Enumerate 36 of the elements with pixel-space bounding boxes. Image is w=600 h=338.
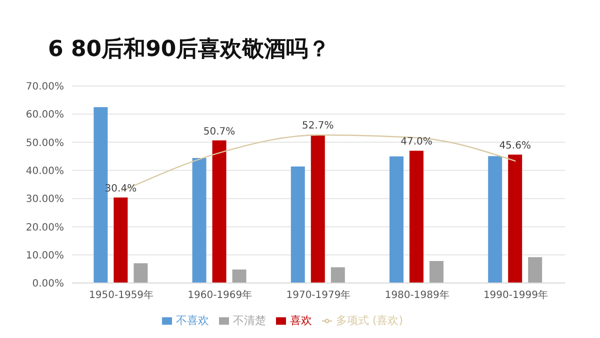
y-tick-label: 30.00% — [26, 194, 64, 206]
legend-label: 不清楚 — [232, 314, 266, 327]
bar — [192, 158, 206, 283]
bar — [310, 134, 325, 283]
bar — [429, 261, 444, 283]
y-tick-label: 0.00% — [32, 278, 64, 290]
y-tick-label: 70.00% — [26, 82, 64, 93]
bar — [409, 150, 424, 283]
y-tick-label: 20.00% — [26, 222, 64, 234]
data-label: 45.6% — [499, 140, 531, 152]
chart-title: 6 80后和90后喜欢敬酒吗？ — [48, 36, 330, 64]
bar — [134, 263, 148, 283]
y-tick-label: 50.00% — [26, 138, 64, 149]
y-tick-label: 40.00% — [26, 166, 64, 177]
bar — [232, 269, 246, 283]
bar — [114, 197, 128, 283]
data-label: 50.7% — [203, 126, 236, 138]
legend-label: 不喜欢 — [176, 314, 209, 327]
x-tick-label: 1990-1999年 — [483, 289, 548, 302]
bar — [290, 166, 305, 283]
y-tick-label: 10.00% — [26, 250, 64, 262]
legend-label: 喜欢 — [290, 314, 312, 327]
bar — [488, 156, 502, 283]
bar — [389, 156, 404, 283]
bar — [330, 267, 345, 283]
legend-label: 多项式 (喜欢) — [336, 314, 404, 327]
x-tick-label: 1950-1959年 — [89, 289, 154, 302]
x-tick-label: 1970-1979年 — [286, 289, 351, 302]
bar — [212, 140, 226, 283]
y-tick-label: 60.00% — [26, 110, 64, 121]
data-label: 47.0% — [400, 136, 432, 148]
x-tick-label: 1980-1989年 — [384, 289, 450, 302]
bar — [528, 257, 542, 283]
data-label: 52.7% — [302, 120, 334, 132]
x-tick-label: 1960-1969年 — [188, 289, 252, 302]
bar — [508, 154, 522, 283]
